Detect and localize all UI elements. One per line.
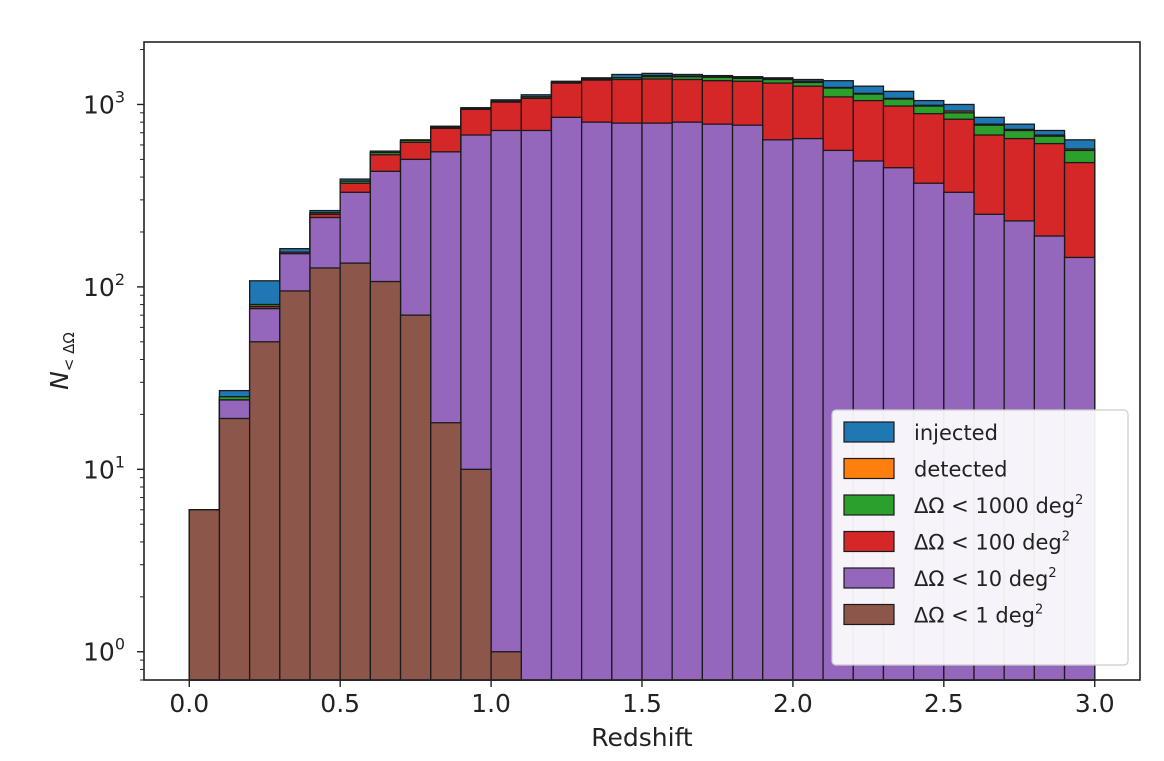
bar-s4-b12 <box>550 116 583 681</box>
bar-s4-b16 <box>671 121 704 681</box>
x-tick-label-1: 0.5 <box>320 689 360 718</box>
y-axis-label-main: N <box>45 371 74 390</box>
bar-s5-b4 <box>309 267 341 681</box>
bar-s5-b3 <box>279 290 311 681</box>
y-axis-label-subscript: < ΔΩ <box>60 332 78 371</box>
legend-swatch-5 <box>843 603 895 626</box>
bar-s4-b11 <box>520 129 553 681</box>
bar-s5-b9 <box>460 468 492 681</box>
bar-s4-b19 <box>762 139 794 681</box>
bar-s4-b18 <box>731 124 764 681</box>
legend-swatch-4 <box>843 567 895 589</box>
legend-label-0: injected <box>914 421 998 445</box>
bar-s4-b17 <box>701 123 734 681</box>
bar-s4-b20 <box>792 137 824 681</box>
legend-box <box>831 409 1129 666</box>
bar-s5-b1 <box>218 417 251 681</box>
y-tick-label-0: 100 <box>83 635 125 667</box>
x-tick-label-2: 1.0 <box>471 689 511 718</box>
legend-label-1: detected <box>914 458 1007 482</box>
y-tick-label-1: 101 <box>83 452 125 484</box>
legend-swatch-2 <box>843 494 895 516</box>
x-axis-label: Redshift <box>591 723 693 752</box>
x-tick-label-6: 3.0 <box>1075 689 1115 718</box>
x-tick-label-0: 0.0 <box>169 689 209 718</box>
legend-label-5: ΔΩ < 1 deg2 <box>914 603 1043 628</box>
bar-s5-b6 <box>369 280 402 681</box>
legend-label-2: ΔΩ < 1000 deg2 <box>914 493 1083 518</box>
legend-swatch-1 <box>843 457 895 480</box>
legend-label-3: ΔΩ < 100 deg2 <box>914 530 1070 555</box>
y-tick-label-2: 102 <box>83 270 125 302</box>
bar-s5-b0 <box>188 509 221 681</box>
y-tick-label-3: 103 <box>83 87 125 119</box>
bar-s5-b8 <box>430 422 462 681</box>
x-tick-label-4: 2.0 <box>773 689 813 718</box>
bar-s4-b10 <box>490 129 522 681</box>
x-tick-label-3: 1.5 <box>622 689 662 718</box>
y-axis: 100 101 102 103 <box>83 49 144 681</box>
bar-s5-b7 <box>399 314 432 681</box>
legend-swatch-0 <box>843 421 895 443</box>
legend-swatch-3 <box>843 530 895 553</box>
x-tick-label-5: 2.5 <box>924 689 964 718</box>
y-axis-label: N< ΔΩ <box>45 332 78 390</box>
x-axis: 0.0 0.5 1.0 1.5 2.0 2.5 3.0 <box>169 680 1115 718</box>
bar-s5-b5 <box>339 262 372 681</box>
bar-s4-b15 <box>641 122 673 681</box>
bar-s5-b2 <box>248 341 281 681</box>
bar-s5-b10 <box>490 651 522 681</box>
bar-s4-b14 <box>611 122 643 681</box>
legend-label-4: ΔΩ < 10 deg2 <box>914 566 1057 591</box>
legend: injected detected ΔΩ < 1000 deg2 ΔΩ < 100 d… <box>831 409 1129 666</box>
bar-s4-b13 <box>580 121 613 681</box>
